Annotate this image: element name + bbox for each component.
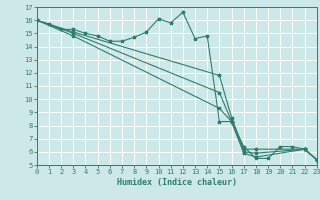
X-axis label: Humidex (Indice chaleur): Humidex (Indice chaleur): [117, 178, 237, 187]
